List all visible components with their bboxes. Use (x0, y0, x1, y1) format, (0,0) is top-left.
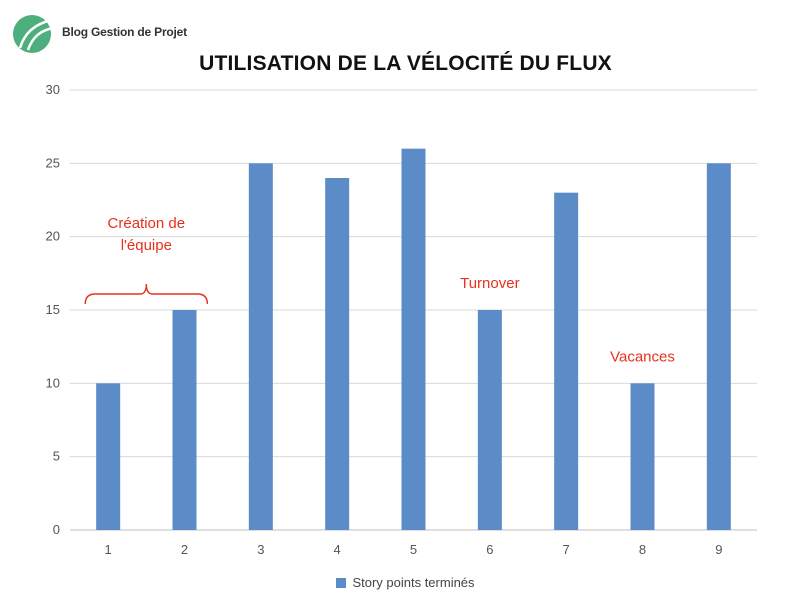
x-tick-label: 7 (563, 542, 570, 557)
x-tick-label: 3 (257, 542, 264, 557)
bar (248, 163, 273, 531)
annotation-label: Création de (108, 215, 186, 232)
x-tick-label: 1 (105, 542, 112, 557)
bar (706, 163, 731, 531)
annotation-label: Vacances (610, 348, 675, 365)
legend-label: Story points terminés (352, 575, 475, 590)
bars (96, 148, 731, 531)
bar (401, 148, 426, 530)
annotation-label: Turnover (460, 275, 519, 292)
legend: Story points terminés (0, 575, 811, 590)
brand-logo: Blog Gestion de Projet (10, 10, 187, 54)
annotation-bracket (84, 283, 209, 305)
y-axis-ticks: 0 5 10 15 20 25 30 (46, 82, 60, 537)
leaf-logo-icon (13, 15, 55, 53)
x-tick-label: 9 (715, 542, 722, 557)
y-tick-label: 10 (46, 375, 60, 390)
y-tick-label: 5 (53, 449, 60, 464)
chart-title: UTILISATION DE LA VÉLOCITÉ DU FLUX (199, 52, 612, 75)
x-axis-ticks: 1 2 3 4 5 6 7 8 9 (105, 542, 723, 557)
annotations: Création de l'équipe Turnover Vacances (84, 215, 675, 365)
x-tick-label: 8 (639, 542, 646, 557)
y-tick-label: 30 (46, 82, 60, 97)
y-tick-label: 0 (53, 522, 60, 537)
bar (477, 310, 502, 530)
brand-name: Blog Gestion de Projet (62, 25, 187, 39)
bar (630, 383, 655, 530)
x-tick-label: 4 (334, 542, 341, 557)
y-tick-label: 25 (46, 155, 60, 170)
y-tick-label: 20 (46, 229, 60, 244)
y-tick-label: 15 (46, 302, 60, 317)
x-tick-label: 2 (181, 542, 188, 557)
annotation-label: l'équipe (121, 237, 172, 254)
bar (96, 383, 121, 530)
legend-swatch (336, 577, 347, 588)
bar (325, 178, 350, 530)
bar (554, 192, 579, 530)
x-tick-label: 5 (410, 542, 417, 557)
bar (172, 310, 197, 530)
x-tick-label: 6 (486, 542, 493, 557)
